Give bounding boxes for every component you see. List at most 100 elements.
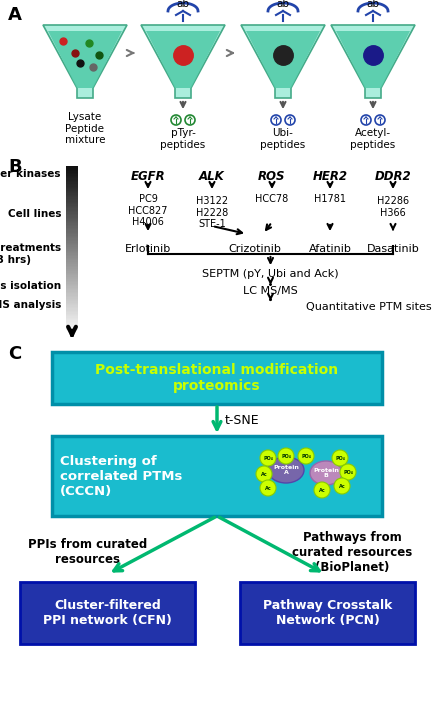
Bar — [66, 228, 78, 230]
Bar — [66, 239, 78, 241]
Bar — [66, 192, 78, 194]
Bar — [66, 324, 78, 326]
Bar — [66, 217, 78, 220]
Text: ALK: ALK — [199, 170, 225, 183]
FancyBboxPatch shape — [52, 352, 382, 404]
Polygon shape — [146, 31, 220, 88]
Bar — [66, 325, 78, 328]
Bar — [66, 260, 78, 261]
Bar — [66, 238, 78, 240]
Bar — [66, 196, 78, 197]
Bar — [66, 268, 78, 270]
Bar — [66, 300, 78, 301]
Bar — [66, 292, 78, 294]
Circle shape — [340, 464, 356, 480]
Bar — [66, 282, 78, 284]
Circle shape — [256, 466, 272, 482]
Bar — [66, 242, 78, 244]
FancyBboxPatch shape — [240, 582, 415, 644]
Text: H1781: H1781 — [314, 194, 346, 204]
Bar — [66, 230, 78, 232]
Bar — [66, 251, 78, 253]
Text: t-SNE: t-SNE — [225, 413, 260, 426]
Text: Quantitative PTM sites: Quantitative PTM sites — [305, 302, 431, 312]
Text: PO₄: PO₄ — [343, 469, 353, 474]
FancyBboxPatch shape — [20, 582, 195, 644]
Circle shape — [361, 115, 371, 125]
Bar — [66, 179, 78, 181]
Bar — [66, 271, 78, 273]
Bar — [66, 210, 78, 211]
Text: PO₄: PO₄ — [335, 456, 345, 461]
Circle shape — [285, 115, 295, 125]
Bar — [66, 274, 78, 275]
Bar — [66, 245, 78, 247]
Bar — [66, 272, 78, 274]
Bar — [66, 224, 78, 226]
Bar — [66, 261, 78, 263]
Bar — [66, 291, 78, 293]
Bar — [66, 302, 78, 304]
Text: DDR2: DDR2 — [375, 170, 411, 183]
Bar — [66, 208, 78, 210]
Bar — [66, 276, 78, 278]
Bar — [66, 174, 78, 176]
Text: PO₄: PO₄ — [281, 454, 291, 459]
Bar — [66, 222, 78, 223]
Circle shape — [375, 115, 385, 125]
Text: Crizotinib: Crizotinib — [229, 244, 281, 254]
Bar — [66, 290, 78, 292]
Bar — [66, 197, 78, 199]
Text: Acetyl-
peptides: Acetyl- peptides — [350, 128, 395, 150]
Polygon shape — [141, 25, 225, 98]
Text: ab: ab — [277, 0, 289, 9]
Text: Erlotinib: Erlotinib — [125, 244, 171, 254]
Bar — [66, 201, 78, 203]
Bar — [66, 284, 78, 287]
Text: pTyr-
peptides: pTyr- peptides — [160, 128, 206, 150]
Text: PPIs from curated
resources: PPIs from curated resources — [28, 538, 148, 566]
Text: Protein
A: Protein A — [273, 464, 299, 475]
Text: Pathway Crosstalk
Network (PCN): Pathway Crosstalk Network (PCN) — [263, 599, 392, 627]
Bar — [66, 312, 78, 314]
Bar — [66, 321, 78, 323]
Text: SEPTM (pY, Ubi and Ack): SEPTM (pY, Ubi and Ack) — [202, 269, 339, 279]
Text: Pathways from
curated resources
(BioPlanet): Pathways from curated resources (BioPlan… — [292, 531, 412, 574]
Bar — [66, 225, 78, 228]
Circle shape — [298, 448, 314, 464]
Bar — [66, 202, 78, 204]
Bar — [66, 309, 78, 311]
Bar — [66, 170, 78, 171]
Text: Dasatinib: Dasatinib — [367, 244, 420, 254]
FancyBboxPatch shape — [52, 436, 382, 516]
Bar — [66, 256, 78, 258]
Bar — [66, 313, 78, 315]
Bar — [66, 166, 78, 167]
Bar — [66, 194, 78, 196]
Bar — [66, 251, 78, 252]
Bar — [66, 280, 78, 282]
Ellipse shape — [268, 457, 304, 483]
Text: C: C — [8, 345, 21, 363]
Circle shape — [332, 450, 348, 466]
Bar — [66, 184, 78, 185]
Bar — [66, 283, 78, 285]
Text: H2286
H366: H2286 H366 — [377, 196, 409, 217]
Polygon shape — [241, 25, 325, 98]
Bar — [66, 298, 78, 300]
Bar — [66, 318, 78, 319]
Text: PO₄: PO₄ — [263, 456, 273, 461]
Bar — [66, 231, 78, 233]
Bar — [66, 257, 78, 259]
Bar — [66, 213, 78, 215]
Bar — [66, 233, 78, 234]
Bar — [66, 227, 78, 229]
Bar — [66, 286, 78, 287]
Text: Ac: Ac — [261, 472, 267, 477]
Bar — [66, 323, 78, 325]
Text: PC9
HCC827
H4006: PC9 HCC827 H4006 — [128, 194, 168, 228]
Bar — [66, 294, 78, 296]
Text: B: B — [8, 158, 21, 176]
Bar — [66, 216, 78, 218]
Text: ab: ab — [177, 0, 190, 9]
